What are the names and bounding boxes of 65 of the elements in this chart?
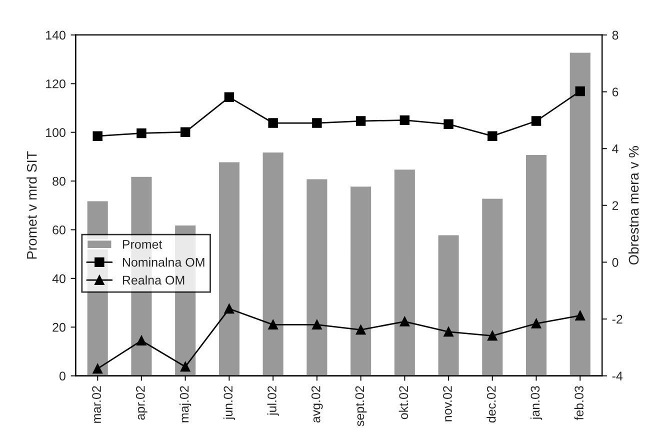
point	[400, 115, 410, 126]
x-tick-label: jun.02	[223, 386, 236, 420]
point	[312, 320, 322, 330]
bar	[568, 51, 592, 376]
x-tick-label: dec.02	[486, 386, 496, 423]
y2-tick-label: 8	[612, 30, 618, 40]
point	[136, 128, 146, 138]
bar	[305, 178, 329, 376]
y-tick-label: 140	[46, 30, 66, 40]
point	[180, 362, 190, 372]
point	[488, 131, 498, 141]
y-tick-label: 40	[52, 274, 66, 284]
x-tick-label: sept.02	[355, 386, 367, 426]
y2-tick-label: 0	[612, 258, 618, 267]
point	[531, 116, 542, 126]
x-tick-label: apr.02	[136, 386, 148, 420]
bar	[393, 168, 416, 376]
x-tick-label: feb.03	[574, 386, 584, 420]
legend-label: Nominalna OM	[122, 258, 204, 267]
point	[356, 324, 366, 335]
x-tick-label: nov.02	[443, 386, 452, 422]
y2-tick-label: -4	[612, 372, 623, 380]
y-axis-title: Promet v mrd SIT	[26, 151, 37, 259]
y2-tick-label: 6	[612, 88, 618, 96]
y-tick-label: 60	[52, 226, 66, 234]
legend-label: Promet	[122, 240, 162, 249]
x-tick-label: maj.02	[180, 386, 192, 422]
point	[92, 131, 102, 141]
x-tick-label: mar.02	[92, 386, 101, 423]
point	[444, 119, 454, 130]
bar	[218, 160, 241, 376]
point	[488, 330, 498, 341]
point	[92, 364, 102, 374]
x-tick-label: jan.03	[530, 386, 542, 420]
bar	[480, 197, 504, 376]
legend-label: Realna OM	[122, 275, 184, 285]
point	[575, 86, 585, 96]
point	[531, 318, 542, 328]
point	[444, 326, 454, 337]
y-tick-label: 120	[46, 79, 66, 88]
y2-tick-label: 4	[612, 144, 618, 154]
x-tick-label: okt.02	[398, 386, 408, 420]
point	[224, 304, 234, 314]
y2-tick-label: 2	[612, 201, 618, 210]
y-tick-label: 100	[46, 128, 66, 137]
bar	[349, 185, 372, 376]
point	[136, 336, 146, 346]
point	[575, 310, 585, 320]
point	[400, 316, 410, 326]
point	[356, 116, 366, 126]
x-tick-label: avg.02	[311, 386, 323, 423]
point	[268, 118, 278, 128]
y2-tick-label: -2	[612, 314, 622, 324]
point	[224, 92, 234, 102]
y-tick-label: 0	[59, 372, 66, 380]
bar	[524, 154, 548, 376]
y-tick-label: 20	[52, 322, 66, 332]
y2-axis-title: Obrestna mera v %	[628, 146, 639, 265]
point	[312, 118, 322, 128]
point	[180, 127, 190, 137]
y-tick-label: 80	[52, 176, 66, 186]
x-tick-label: jul.02	[267, 386, 279, 416]
point	[268, 320, 278, 330]
bar	[436, 234, 460, 376]
bar	[261, 151, 285, 376]
